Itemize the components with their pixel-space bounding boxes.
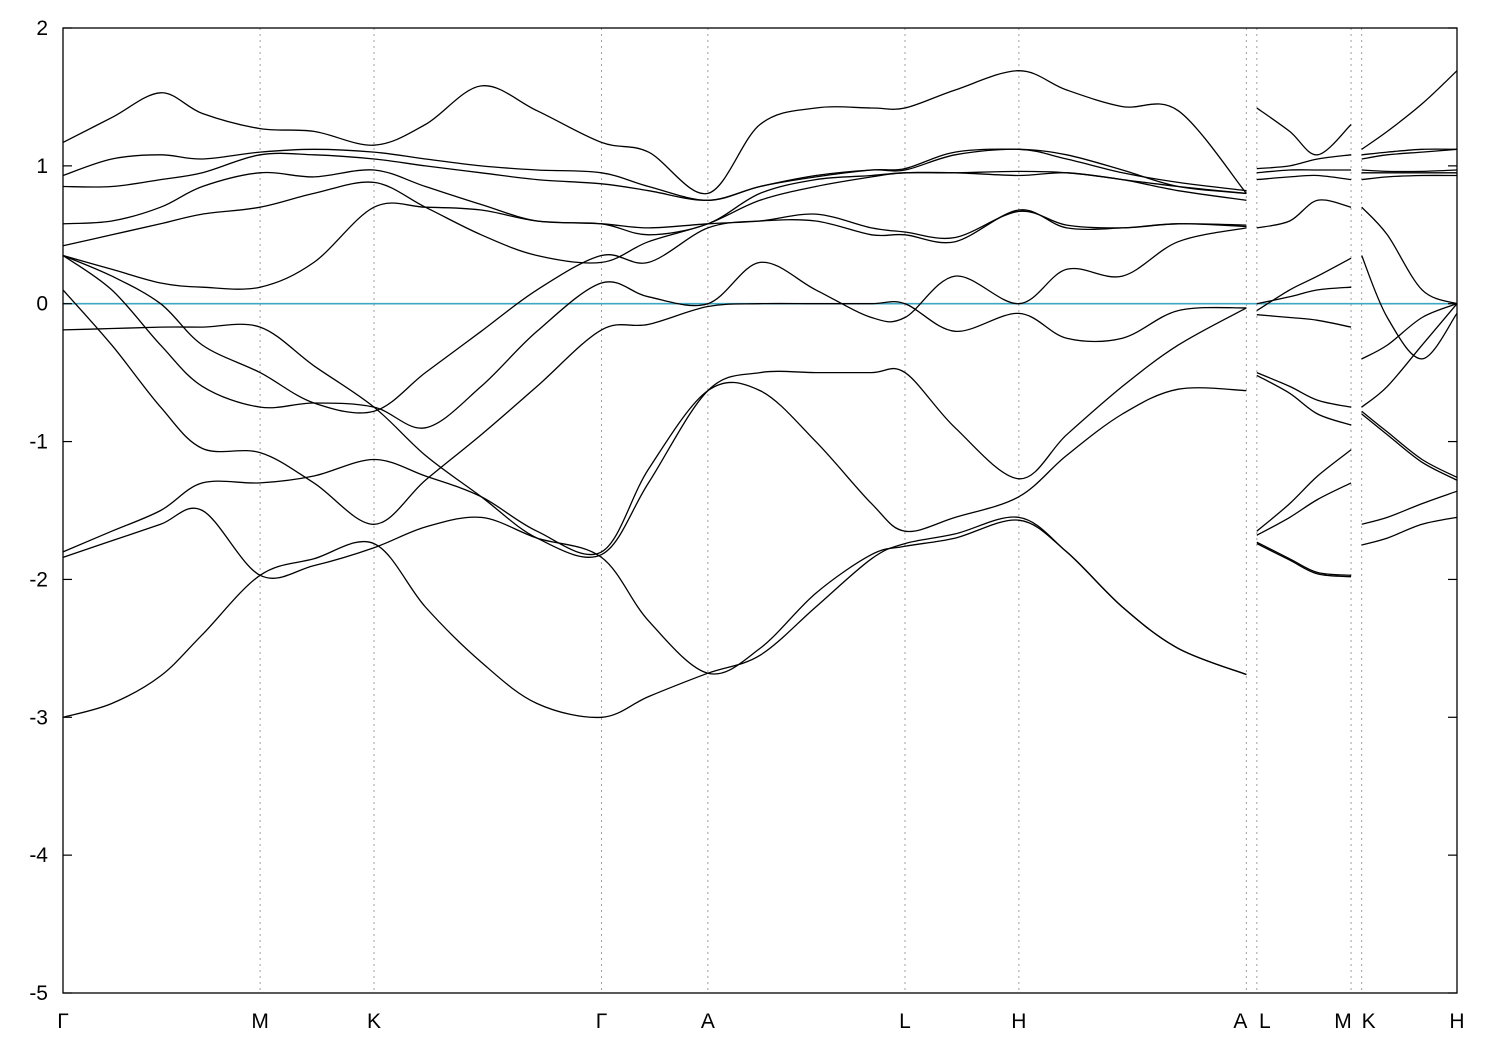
y-axis-ticks: -5 -4 -3 -2 -1 0 1 2 (29, 17, 1457, 1005)
x-tick-label: H (1011, 1010, 1026, 1033)
band-line (1256, 154, 1352, 170)
band-line (62, 516, 1247, 719)
band-line (1256, 107, 1352, 156)
y-tick-label: -4 (29, 844, 48, 867)
band-line (1361, 516, 1458, 546)
band-line (1256, 169, 1352, 174)
band-line (62, 307, 1247, 558)
y-tick-label: -5 (29, 982, 48, 1005)
band-line (62, 148, 1247, 201)
band-line (62, 169, 1247, 236)
band-line (62, 289, 1247, 525)
band-line (62, 227, 1247, 429)
x-tick-label: H (1449, 1010, 1464, 1033)
x-tick-label: A (701, 1010, 715, 1033)
band-line (1256, 482, 1352, 536)
y-tick-label: -3 (29, 706, 48, 729)
x-tick-label: Γ (57, 1010, 69, 1033)
band-line (1361, 148, 1458, 160)
x-tick-label: L (899, 1010, 911, 1033)
band-line (62, 170, 1247, 264)
x-tick-label: A (1233, 1010, 1247, 1033)
band-line (62, 209, 1247, 414)
x-tick-label: Γ (596, 1010, 608, 1033)
y-tick-label: 1 (36, 155, 48, 178)
band-line (1361, 410, 1458, 478)
band-lines (62, 70, 1458, 719)
band-line (1256, 543, 1352, 578)
band-line (1256, 257, 1352, 312)
band-line (1361, 148, 1458, 156)
y-tick-label: 2 (36, 17, 48, 40)
band-line (1256, 374, 1352, 426)
band-line (1361, 206, 1458, 305)
band-line (1256, 174, 1352, 181)
band-line (62, 202, 1247, 290)
band-line (1361, 169, 1458, 173)
band-line (62, 507, 1247, 676)
band-line (1256, 541, 1352, 576)
band-line (62, 381, 1247, 556)
x-tick-label: K (1362, 1010, 1376, 1033)
band-line (1256, 199, 1352, 229)
band-line (1361, 303, 1458, 408)
y-tick-label: -2 (29, 568, 48, 591)
plot-frame (62, 27, 1458, 994)
band-line (1361, 174, 1458, 181)
band-line (1361, 490, 1458, 525)
x-tick-label: L (1259, 1010, 1271, 1033)
band-line (1361, 303, 1458, 360)
y-tick-label: -1 (29, 431, 48, 454)
y-tick-label: 0 (36, 293, 48, 316)
band-line (62, 148, 1247, 201)
x-tick-label: M (251, 1010, 269, 1033)
x-tick-label: K (367, 1010, 381, 1033)
band-line (62, 70, 1247, 195)
band-line (1256, 449, 1352, 532)
band-line (1361, 255, 1458, 360)
band-line (1361, 70, 1458, 150)
band-line (1256, 372, 1352, 408)
band-line (1361, 413, 1458, 481)
x-tick-label: M (1334, 1010, 1352, 1033)
high-symmetry-separators (259, 28, 1363, 993)
band-line (1256, 314, 1352, 328)
